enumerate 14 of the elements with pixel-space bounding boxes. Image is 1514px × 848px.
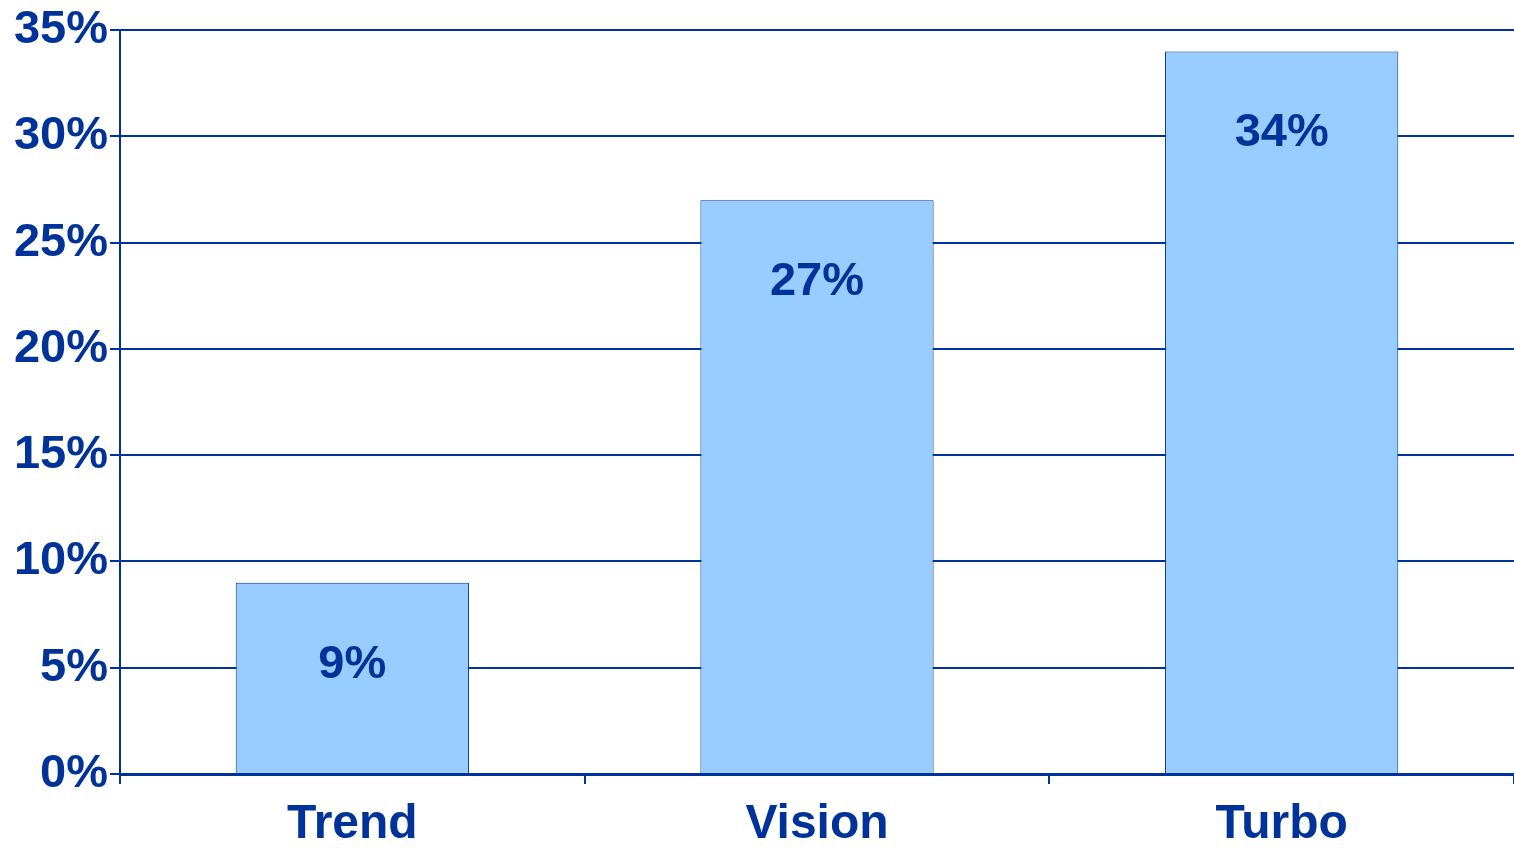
y-tick-label: 5% xyxy=(40,637,108,691)
y-tick-label: 0% xyxy=(40,743,108,797)
y-tick-label: 30% xyxy=(13,106,108,160)
y-tick-label: 25% xyxy=(13,212,108,266)
y-tick-label: 10% xyxy=(13,531,108,585)
x-tick-label: Trend xyxy=(286,795,418,848)
y-tick-label: 15% xyxy=(13,425,108,479)
y-tick-label: 35% xyxy=(13,0,108,54)
x-tick-label: Turbo xyxy=(1215,795,1348,848)
x-tick-label: Vision xyxy=(745,795,889,848)
data-label: 34% xyxy=(1234,103,1329,157)
y-tick-label: 20% xyxy=(13,318,108,372)
data-label: 27% xyxy=(769,252,865,306)
data-label: 9% xyxy=(318,634,387,688)
